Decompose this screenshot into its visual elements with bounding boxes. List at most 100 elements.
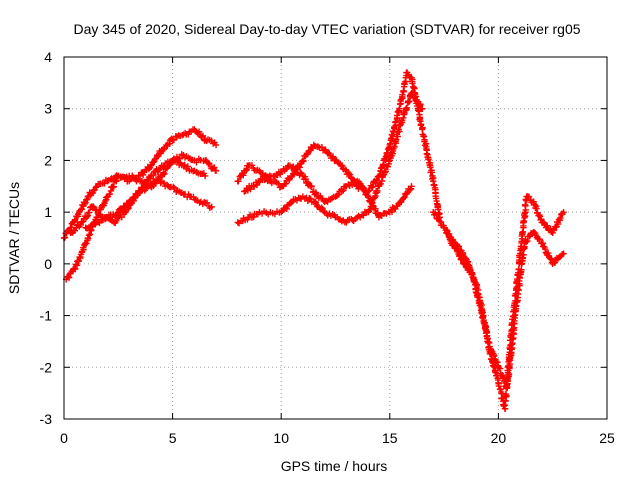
data-point <box>189 156 196 164</box>
data-point <box>505 370 513 378</box>
data-point <box>61 234 69 241</box>
data-point <box>536 236 543 243</box>
data-point <box>444 230 452 238</box>
data-point <box>551 259 559 267</box>
data-point <box>456 252 463 259</box>
data-point <box>72 261 80 268</box>
data-point <box>297 169 304 176</box>
data-point <box>113 210 120 218</box>
data-point <box>83 196 90 204</box>
data-point <box>352 215 359 223</box>
y-tick-label: 2 <box>44 152 52 168</box>
data-point <box>520 218 527 226</box>
data-point <box>425 156 432 163</box>
data-point <box>522 238 530 246</box>
data-point <box>84 235 92 242</box>
data-point <box>300 157 307 165</box>
y-tick-label: 3 <box>44 101 52 117</box>
data-point <box>554 220 562 228</box>
data-point <box>405 98 413 105</box>
data-point <box>458 256 465 263</box>
data-point <box>318 204 325 211</box>
data-point <box>520 251 527 258</box>
data-point <box>244 216 251 223</box>
data-point <box>184 163 192 170</box>
data-point <box>406 186 414 194</box>
data-point <box>109 184 116 191</box>
data-point <box>338 162 346 169</box>
data-point <box>133 191 140 198</box>
x-tick-label: 10 <box>273 430 289 446</box>
data-point <box>399 91 406 98</box>
data-point <box>124 200 132 208</box>
data-point <box>282 180 290 187</box>
data-point <box>212 167 219 174</box>
data-point <box>157 164 164 172</box>
data-point <box>302 175 309 183</box>
x-axis-label: GPS time / hours <box>281 458 388 474</box>
data-point <box>472 288 480 296</box>
data-point <box>135 176 142 183</box>
data-point <box>492 358 500 365</box>
data-point <box>146 175 154 182</box>
data-point <box>491 368 499 376</box>
x-tick-label: 25 <box>599 430 615 446</box>
data-point <box>474 293 481 301</box>
y-tick-label: 1 <box>44 204 52 220</box>
data-point <box>374 211 382 218</box>
data-point <box>195 128 203 135</box>
data-point <box>312 199 320 206</box>
data-point <box>521 210 528 217</box>
data-point <box>211 164 218 171</box>
data-point <box>348 181 356 189</box>
data-point <box>113 177 120 184</box>
data-point <box>269 173 277 180</box>
data-point <box>342 166 349 173</box>
chart-title: Day 345 of 2020, Sidereal Day-to-day VTE… <box>73 21 580 37</box>
data-point <box>387 140 394 147</box>
data-point <box>418 105 425 113</box>
data-point <box>452 245 460 252</box>
data-point <box>330 193 337 201</box>
data-point <box>81 240 89 248</box>
data-point <box>530 198 537 206</box>
data-point <box>430 174 437 182</box>
data-point <box>360 212 367 219</box>
data-point <box>403 104 410 112</box>
data-point <box>234 219 241 226</box>
data-point <box>290 171 297 178</box>
data-point <box>157 150 164 157</box>
data-point <box>420 132 427 140</box>
data-point <box>247 185 254 193</box>
data-point <box>335 191 342 198</box>
data-point <box>414 107 422 114</box>
data-point <box>486 339 493 347</box>
data-point <box>558 251 566 258</box>
data-point <box>83 240 90 247</box>
data-point <box>193 159 200 166</box>
data-point <box>557 214 564 222</box>
x-tick-label: 5 <box>169 430 177 446</box>
x-tick-label: 15 <box>382 430 398 446</box>
data-point <box>525 193 533 200</box>
data-point <box>340 187 347 194</box>
data-point <box>401 194 408 201</box>
data-point <box>160 169 167 176</box>
data-point <box>131 194 139 202</box>
y-tick-label: -1 <box>40 308 53 324</box>
data-point <box>173 188 180 195</box>
data-point <box>118 214 125 221</box>
data-point <box>160 146 167 153</box>
data-point <box>151 178 158 185</box>
data-point <box>96 219 103 227</box>
data-point <box>65 274 73 281</box>
data-point <box>101 180 108 187</box>
data-point <box>385 158 393 165</box>
data-point <box>176 155 184 162</box>
data-point <box>312 189 320 196</box>
data-point <box>376 181 383 189</box>
data-point <box>92 184 100 191</box>
data-point <box>429 175 436 183</box>
data-point <box>381 169 389 176</box>
